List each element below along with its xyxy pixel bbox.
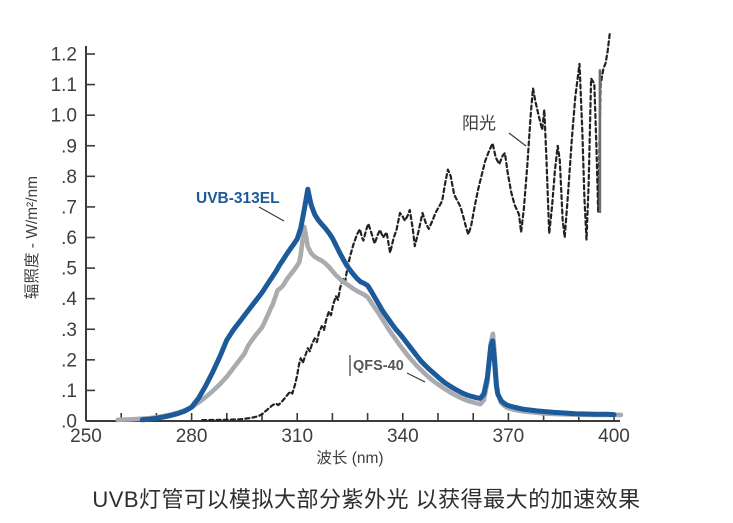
spectral-irradiance-chart: 250 280 310 340 370 400 .0 .1 .2 .3 .4 .5 .6 .7 .8 .9 1.… bbox=[23, 32, 630, 467]
y-tick-label: 1.2 bbox=[51, 45, 77, 66]
y-tick-label: .6 bbox=[61, 228, 77, 249]
x-tick-label: 340 bbox=[387, 426, 419, 447]
curve-uvb313el bbox=[139, 186, 617, 423]
label-leader-sunlight bbox=[508, 132, 527, 147]
y-tick-label: .2 bbox=[61, 350, 77, 371]
x-tick-label: 250 bbox=[70, 426, 102, 447]
series-label-qfs-40: QFS-40 bbox=[353, 358, 404, 374]
label-leader-uvb-313el bbox=[258, 206, 285, 222]
label-leader-qfs-40 bbox=[406, 372, 426, 383]
y-tick-label: .3 bbox=[61, 320, 77, 341]
y-tick-label: .0 bbox=[61, 412, 77, 433]
y-tick-label: 1.0 bbox=[51, 106, 77, 127]
x-axis-title: 波长 (nm) bbox=[316, 449, 383, 467]
x-tick-label: 280 bbox=[176, 426, 208, 447]
series-label-uvb-313el: UVB-313EL bbox=[196, 190, 280, 207]
y-tick-label: .9 bbox=[61, 136, 77, 157]
y-tick-label: .5 bbox=[61, 259, 77, 280]
y-tick-label: .1 bbox=[61, 381, 77, 402]
y-tick-label: .4 bbox=[61, 289, 77, 310]
curve- bbox=[201, 32, 611, 422]
curve-qfs40 bbox=[115, 224, 624, 423]
series-label-sunlight: 阳光 bbox=[462, 114, 496, 133]
x-tick-label: 310 bbox=[281, 426, 313, 447]
y-tick-label: 1.1 bbox=[51, 75, 77, 96]
y-tick-label: .7 bbox=[61, 197, 77, 218]
figure-caption: UVB灯管可以模拟大部分紫外光 以获得最大的加速效果 bbox=[92, 487, 641, 512]
y-axis-title: 辐照度 - W/m²/nm bbox=[23, 176, 41, 299]
x-tick-label: 370 bbox=[493, 426, 525, 447]
y-tick-label: .8 bbox=[61, 167, 77, 188]
x-tick-label: 400 bbox=[598, 426, 630, 447]
